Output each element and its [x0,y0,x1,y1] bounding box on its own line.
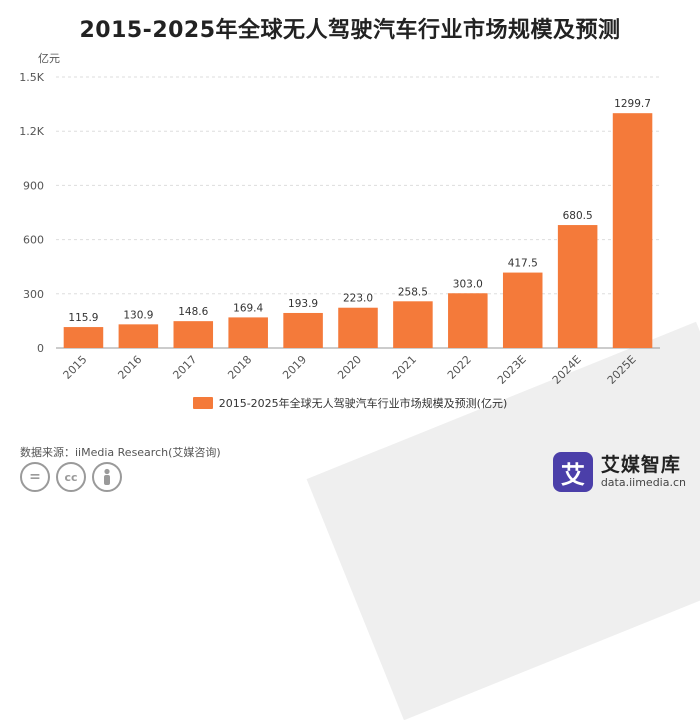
data-label: 1299.7 [614,98,651,110]
x-tick-label: 2016 [115,353,144,382]
data-label: 417.5 [508,258,538,270]
bar [118,324,159,348]
y-tick-label: 300 [23,288,44,301]
brand-name: 艾媒智库 [600,453,681,476]
x-tick-label: 2015 [61,353,90,382]
bar [502,272,543,348]
license-icons: = cc [20,462,122,492]
legend: 2015-2025年全球无人驾驶汽车行业市场规模及预测(亿元) [0,395,700,411]
person-icon [92,462,122,492]
brand-logo-icon: 艾 [552,452,593,492]
x-tick-label: 2023E [495,353,529,387]
bar [338,307,378,348]
chart-title: 2015-2025年全球无人驾驶汽车行业市场规模及预测 [79,18,621,43]
bar [448,293,488,348]
legend-swatch [192,397,213,409]
bar [173,321,214,348]
y-tick-label: 1.2K [19,125,44,138]
equals-icon: = [20,462,50,492]
bar [612,113,653,348]
brand-url: data.iimedia.cn [600,475,686,489]
x-tick-label: 2025E [605,353,639,387]
bar [283,312,323,348]
bar [393,301,433,348]
bar [63,327,104,348]
y-tick-label: 900 [23,179,44,192]
brand: 艾 艾媒智库 data.iimedia.cn [552,452,686,492]
data-label: 303.0 [453,278,483,290]
bar-chart: 0 300 600 900 1.2K 1.5K 115.9 2015 130.9 2016 148.… [19,71,660,387]
y-axis-unit-label: 亿元 [38,52,60,65]
x-tick-label: 2021 [390,353,419,382]
x-tick-label: 2024E [550,353,584,387]
data-label: 169.4 [233,302,263,314]
data-source: 数据来源：iiMedia Research(艾媒咨询) [20,446,221,459]
cc-icon: cc [56,462,86,492]
data-label: 680.5 [563,210,593,222]
data-label: 148.6 [178,306,208,318]
x-tick-label: 2017 [170,353,199,382]
x-tick-label: 2019 [280,353,309,382]
data-label: 258.5 [398,286,428,298]
x-tick-label: 2020 [335,353,364,382]
data-label: 223.0 [343,293,373,305]
bar [557,225,598,348]
legend-label: 2015-2025年全球无人驾驶汽车行业市场规模及预测(亿元) [218,397,508,410]
bar [228,317,268,348]
x-tick-label: 2018 [225,353,254,382]
data-label: 115.9 [68,312,98,324]
x-tick-label: 2022 [445,353,474,382]
data-label: 193.9 [288,298,318,310]
y-tick-label: 1.5K [19,71,44,84]
y-tick-label: 600 [23,234,44,247]
y-tick-label: 0 [37,342,44,355]
data-label: 130.9 [123,309,153,321]
